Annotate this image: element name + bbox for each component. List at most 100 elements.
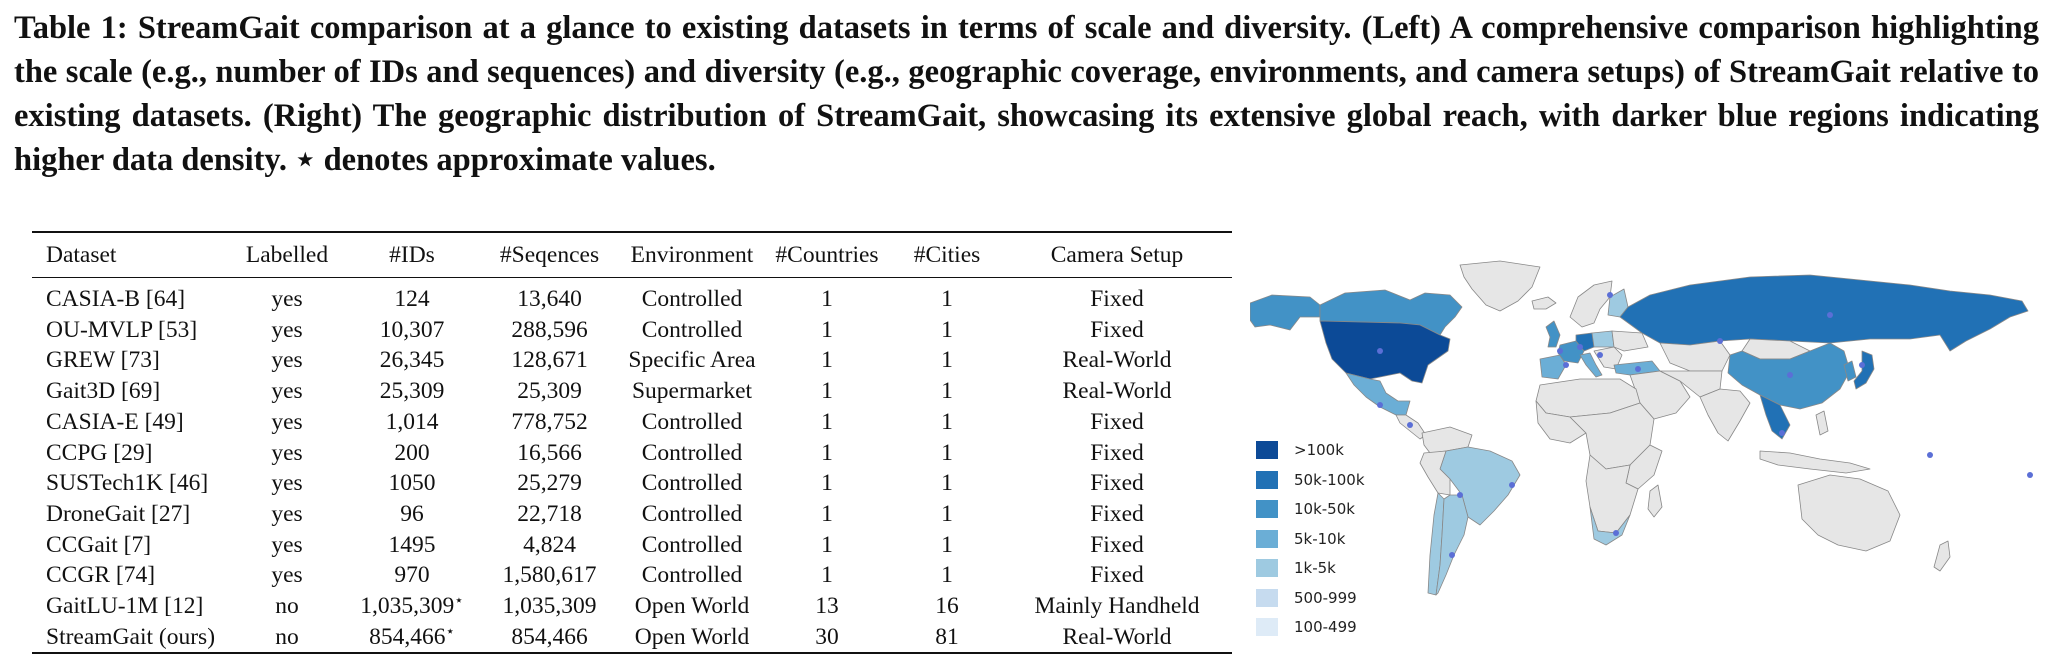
- legend-swatch: [1256, 470, 1278, 489]
- table-cell: 288,596: [477, 315, 622, 346]
- cell-text: CCGait [7]: [46, 531, 152, 558]
- table-cell: 16,566: [477, 438, 622, 469]
- legend-item: 5k-10k: [1256, 529, 1345, 549]
- table-row: CASIA-E [49] yes 1,014 778,752 Controlled 1 1 F…: [32, 407, 1232, 438]
- table-cell: Controlled: [622, 499, 762, 530]
- cell-text: Controlled: [641, 562, 743, 589]
- cell-text: yes: [271, 562, 303, 589]
- cell-text: 13,640: [517, 286, 582, 312]
- table-cell: CASIA-B [64]: [32, 278, 227, 315]
- cell-text: 96: [400, 500, 424, 527]
- cell-text: 778,752: [511, 408, 588, 435]
- table-cell: SUSTech1K [46]: [32, 468, 227, 499]
- table-cell: 1: [892, 560, 1002, 591]
- country-region: [1647, 484, 1663, 518]
- city-dot: [1635, 366, 1641, 372]
- table-row: CASIA-B [64] yes 124 13,640 Controlled 1 1 Fixe…: [32, 278, 1232, 315]
- header-cell: Labelled: [227, 231, 347, 278]
- header-row: Dataset Labelled #IDs #Seqences Environm…: [32, 231, 1232, 278]
- table-cell: 1: [762, 315, 892, 346]
- table-cell: Gait3D [69]: [32, 376, 227, 407]
- cell-text: 1,035,309: [502, 593, 597, 620]
- city-dot: [1377, 402, 1383, 408]
- table-cell: 1: [762, 499, 892, 530]
- cell-text: CCPG [29]: [46, 439, 153, 466]
- table-cell: 124: [347, 278, 477, 315]
- country-region: [1545, 320, 1561, 348]
- cell-text: Controlled: [641, 316, 743, 343]
- cell-text: Real-World: [1062, 378, 1172, 405]
- table-cell: CCPG [29]: [32, 438, 227, 469]
- city-dot: [1859, 362, 1865, 368]
- table-cell: 1: [762, 376, 892, 407]
- country-region: [1619, 274, 2029, 352]
- cell-text: 30: [815, 623, 839, 650]
- table-cell: Fixed: [1002, 278, 1232, 315]
- cell-text: 13: [815, 593, 839, 620]
- table-cell: 1: [892, 499, 1002, 530]
- table-cell: 4,824: [477, 530, 622, 561]
- cell-text: Controlled: [641, 408, 743, 435]
- table-cell: CCGait [7]: [32, 530, 227, 561]
- country-region: [1579, 352, 1603, 378]
- legend-label: 10k-50k: [1294, 500, 1355, 518]
- cell-text: 1: [821, 286, 833, 312]
- cell-text: Fixed: [1090, 531, 1144, 558]
- table-cell: Real-World: [1002, 621, 1232, 655]
- table-cell: 1: [892, 315, 1002, 346]
- country-region: [1319, 320, 1451, 384]
- cell-text: DroneGait [27]: [46, 500, 191, 527]
- table-cell: Fixed: [1002, 560, 1232, 591]
- cell-text: GREW [73]: [46, 347, 160, 374]
- table-cell: Fixed: [1002, 407, 1232, 438]
- legend-item: 1k-5k: [1256, 558, 1336, 578]
- cell-text: Controlled: [641, 470, 743, 497]
- city-dot: [1597, 352, 1603, 358]
- table-cell: 1: [892, 438, 1002, 469]
- country-region: [1589, 506, 1631, 546]
- cell-text: 81: [935, 623, 959, 650]
- legend-label: 5k-10k: [1294, 529, 1346, 548]
- cell-text: Supermarket: [631, 378, 753, 405]
- cell-text: Controlled: [641, 286, 743, 312]
- city-dot: [1607, 292, 1613, 298]
- table-cell: Real-World: [1002, 345, 1232, 376]
- table-cell: 25,309: [477, 376, 622, 407]
- cell-text: 1: [821, 408, 833, 435]
- table-cell: 1: [762, 278, 892, 315]
- cell-text: SUSTech1K [46]: [46, 470, 209, 497]
- table-cell: yes: [227, 560, 347, 591]
- table-cell: GaitLU-1M [12]: [32, 591, 227, 622]
- legend-swatch: [1256, 588, 1278, 607]
- table-cell: 1495: [347, 530, 477, 561]
- legend-label: 100-499: [1294, 618, 1357, 636]
- table-caption: Table 1: StreamGait comparison at a glan…: [14, 10, 2039, 178]
- cell-text: 1,014: [385, 408, 439, 435]
- cell-text: CASIA-B [64]: [46, 286, 186, 312]
- table-cell: Controlled: [622, 407, 762, 438]
- cell-text: yes: [271, 378, 303, 405]
- table-row: CCPG [29] yes 200 16,566 Controlled 1 1 Fixed: [32, 438, 1232, 469]
- cell-text: 1050: [388, 470, 436, 497]
- legend-swatch: [1256, 618, 1278, 636]
- table-cell: 96: [347, 499, 477, 530]
- city-dot: [1787, 372, 1793, 378]
- cell-text: Fixed: [1090, 562, 1144, 589]
- table-cell: 10,307: [347, 315, 477, 346]
- header-cell: #Cities: [892, 231, 1002, 278]
- city-dot: [1613, 530, 1619, 536]
- table-header: Dataset Labelled #IDs #Seqences Environm…: [32, 231, 1232, 278]
- table-cell: Specific Area: [622, 345, 762, 376]
- country-region: [1249, 294, 1321, 331]
- table-cell: Mainly Handheld: [1002, 591, 1232, 622]
- table-row: DroneGait [27] yes 96 22,718 Controlled 1 1 Fix…: [32, 499, 1232, 530]
- table-cell: 13,640: [477, 278, 622, 315]
- table-cell: CASIA-E [49]: [32, 407, 227, 438]
- city-dot: [1827, 312, 1833, 318]
- cell-text: 1: [821, 378, 833, 405]
- city-dot: [1927, 452, 1933, 458]
- legend-item: 100-499: [1256, 617, 1357, 637]
- cell-text: OU-MVLP [53]: [46, 316, 198, 343]
- table-cell: 1050: [347, 468, 477, 499]
- cell-text: StreamGait (ours): [46, 623, 216, 650]
